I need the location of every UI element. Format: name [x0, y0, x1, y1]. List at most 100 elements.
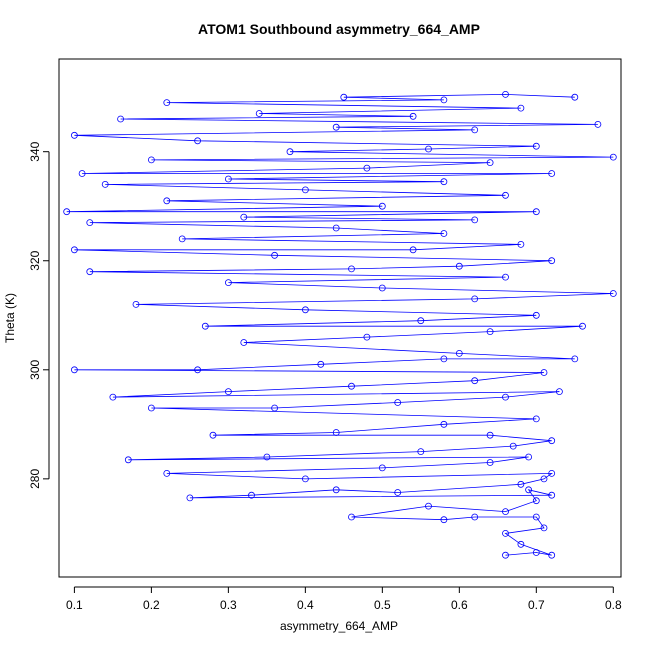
- data-point: [455, 349, 463, 357]
- data-point: [71, 131, 78, 139]
- data-point: [332, 123, 340, 131]
- data-point: [486, 459, 494, 466]
- y-tick-label: 320: [28, 250, 42, 270]
- data-point: [317, 360, 325, 368]
- data-point: [517, 480, 525, 488]
- data-point: [525, 486, 532, 494]
- data-point: [363, 164, 371, 172]
- data-point: [71, 366, 78, 374]
- data-point: [532, 142, 540, 150]
- data-point: [117, 115, 124, 123]
- x-tick-label: 0.3: [220, 598, 237, 612]
- data-point: [209, 431, 217, 439]
- data-point: [471, 513, 479, 521]
- data-point: [471, 126, 479, 134]
- x-tick-label: 0.6: [451, 598, 468, 612]
- data-point: [548, 469, 556, 477]
- data-point: [548, 551, 556, 559]
- data-point: [378, 202, 386, 210]
- data-point: [540, 524, 548, 532]
- data-point: [224, 175, 232, 183]
- data-point: [240, 213, 248, 221]
- data-point: [286, 148, 294, 156]
- x-tick-label: 0.7: [528, 598, 545, 612]
- data-point: [440, 96, 448, 104]
- data-point: [517, 104, 525, 112]
- data-point: [163, 197, 171, 205]
- series-line: [66, 93, 614, 556]
- data-point: [471, 377, 479, 385]
- data-point: [409, 112, 417, 120]
- data-point: [147, 156, 155, 164]
- data-point: [440, 516, 448, 524]
- data-point: [548, 437, 556, 445]
- data-point: [609, 290, 617, 297]
- data-point: [271, 404, 279, 412]
- data-point: [301, 186, 309, 194]
- data-point: [417, 317, 425, 325]
- data-point: [340, 93, 348, 101]
- data-point: [540, 369, 548, 376]
- data-point: [255, 110, 263, 117]
- data-point: [440, 420, 448, 428]
- data-point: [556, 388, 563, 396]
- data-point: [532, 513, 540, 521]
- data-point: [532, 415, 540, 423]
- data-point: [517, 240, 525, 248]
- data-point: [248, 491, 255, 499]
- data-point: [502, 191, 509, 199]
- x-tick-label: 0.4: [297, 598, 314, 612]
- data-point: [425, 502, 432, 510]
- data-point: [163, 99, 171, 106]
- data-point: [471, 216, 479, 224]
- data-point: [201, 322, 209, 330]
- data-point: [471, 295, 479, 303]
- data-point: [502, 393, 509, 401]
- data-point: [194, 137, 202, 145]
- data-point: [194, 366, 202, 374]
- data-point: [301, 475, 309, 483]
- y-axis-label: Theta (K): [3, 293, 17, 343]
- y-axis: 280 300 320 340: [28, 141, 50, 489]
- data-point: [86, 268, 94, 276]
- data-point: [525, 453, 532, 461]
- data-point: [502, 551, 509, 559]
- data-point: [86, 219, 94, 227]
- plot-area: [63, 91, 617, 559]
- data-point: [109, 393, 117, 401]
- data-point: [332, 224, 340, 232]
- data-point: [147, 404, 155, 412]
- data-point: [224, 388, 232, 396]
- data-point: [178, 235, 186, 243]
- data-point: [455, 262, 463, 270]
- data-point: [332, 429, 340, 436]
- data-point: [124, 456, 132, 464]
- data-point: [378, 284, 386, 292]
- data-point: [532, 311, 540, 319]
- data-point: [263, 453, 271, 461]
- data-point: [163, 469, 171, 477]
- data-point: [271, 251, 279, 259]
- data-point: [78, 170, 86, 177]
- data-point: [378, 464, 386, 472]
- x-axis-label: asymmetry_664_AMP: [280, 619, 398, 633]
- data-point: [440, 178, 448, 186]
- x-axis: 0.1 0.2 0.3 0.4 0.5 0.6 0.7 0.8: [66, 586, 622, 612]
- plot-frame: [58, 58, 622, 578]
- data-point: [186, 494, 194, 502]
- data-point: [548, 491, 556, 499]
- data-point: [517, 540, 525, 548]
- x-tick-label: 0.8: [605, 598, 622, 612]
- y-tick-label: 280: [28, 469, 42, 489]
- data-point: [486, 431, 494, 439]
- data-point: [609, 153, 617, 161]
- data-point: [532, 549, 540, 556]
- data-point: [409, 246, 417, 254]
- data-point: [548, 257, 556, 265]
- data-point: [332, 486, 340, 494]
- data-point: [509, 442, 517, 450]
- data-point: [132, 300, 140, 308]
- data-point: [417, 448, 425, 456]
- data-point: [363, 333, 371, 341]
